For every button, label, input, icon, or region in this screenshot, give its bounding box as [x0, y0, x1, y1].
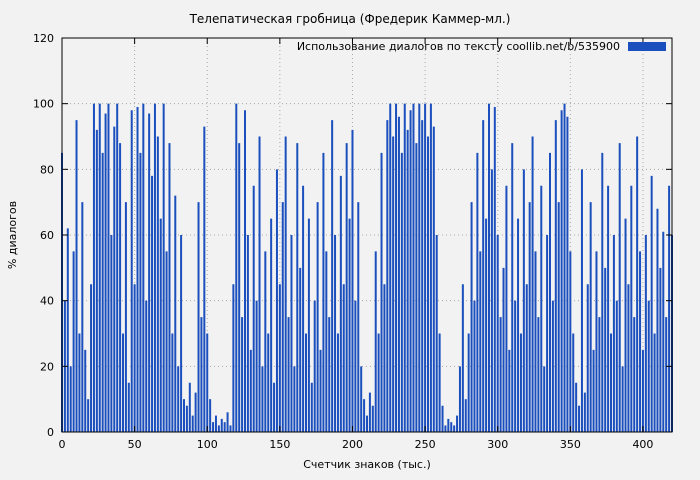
svg-text:50: 50: [128, 438, 142, 451]
legend-swatch: [628, 42, 666, 51]
chart-title: Телепатическая гробница (Фредерик Каммер…: [189, 12, 511, 26]
svg-text:120: 120: [33, 32, 54, 45]
svg-text:400: 400: [632, 438, 653, 451]
svg-text:100: 100: [33, 98, 54, 111]
svg-text:% диалогов: % диалогов: [6, 201, 19, 269]
svg-text:Счетчик знаков (тыс.): Счетчик знаков (тыс.): [303, 458, 431, 471]
legend: Использование диалогов по тексту coollib…: [297, 40, 666, 53]
svg-text:300: 300: [487, 438, 508, 451]
svg-text:0: 0: [59, 438, 66, 451]
svg-text:200: 200: [342, 438, 363, 451]
svg-text:40: 40: [40, 295, 54, 308]
svg-text:0: 0: [47, 426, 54, 439]
svg-text:250: 250: [415, 438, 436, 451]
svg-text:350: 350: [560, 438, 581, 451]
svg-text:60: 60: [40, 229, 54, 242]
svg-text:100: 100: [197, 438, 218, 451]
svg-text:150: 150: [269, 438, 290, 451]
legend-label: Использование диалогов по тексту coollib…: [296, 40, 620, 53]
svg-text:80: 80: [40, 163, 54, 176]
svg-text:20: 20: [40, 360, 54, 373]
